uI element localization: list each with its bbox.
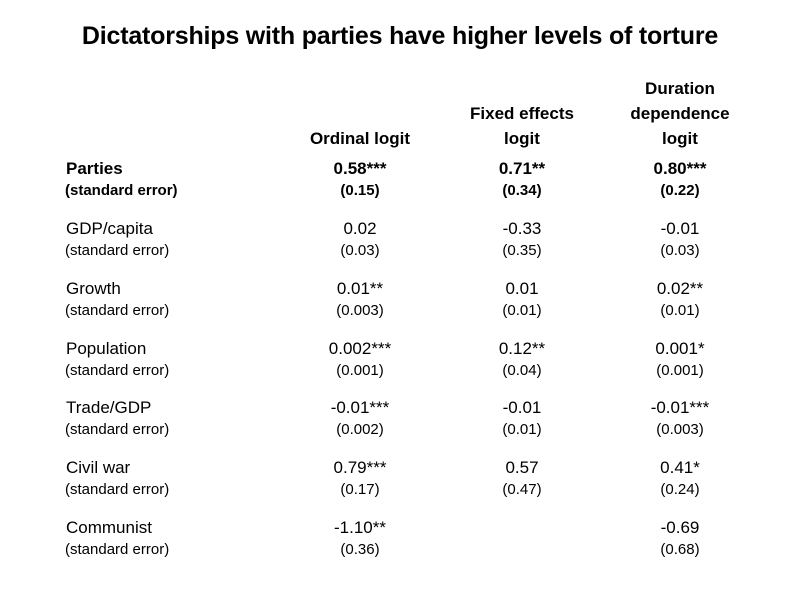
slide-title: Dictatorships with parties have higher l… — [81, 22, 719, 50]
coef-fixed-effects: 0.12** — [498, 339, 546, 358]
coef-fixed-effects: 0.71** — [498, 159, 546, 178]
table-row-gdp-capita: GDP/capita (standard error) 0.02 (0.03) … — [0, 219, 800, 267]
coef-ordinal: -0.01*** — [330, 398, 390, 417]
coef-duration: 0.02** — [656, 279, 704, 298]
se-ordinal: (0.15) — [340, 182, 380, 199]
coef-ordinal: 0.01** — [336, 279, 384, 298]
se-duration: (0.001) — [656, 362, 704, 379]
coef-ordinal: 0.02 — [343, 219, 377, 238]
se-duration: (0.03) — [660, 242, 700, 259]
header-line: Fixed effects — [470, 104, 574, 123]
coef-duration: -0.01*** — [650, 398, 710, 417]
se-fixed-effects: (0.04) — [502, 362, 542, 379]
row-label: Growth — [66, 279, 121, 298]
coef-ordinal: 0.58*** — [333, 159, 387, 178]
header-line: logit — [504, 129, 540, 148]
coef-duration: -0.69 — [660, 518, 700, 537]
row-label: Communist — [66, 518, 152, 537]
row-se-label: (standard error) — [65, 362, 170, 379]
coef-duration: 0.001* — [655, 339, 705, 358]
row-se-label: (standard error) — [65, 481, 170, 498]
table-row-population: Population (standard error) 0.002*** (0.… — [0, 339, 800, 387]
se-fixed-effects: (0.34) — [502, 182, 542, 199]
table-row-parties: Parties (standard error) 0.58*** (0.15) … — [0, 159, 800, 207]
se-fixed-effects: (0.01) — [502, 302, 542, 319]
table-row-trade-gdp: Trade/GDP (standard error) -0.01*** (0.0… — [0, 398, 800, 446]
coef-duration: 0.41* — [660, 458, 700, 477]
column-header-ordinal-logit: Ordinal logit — [300, 126, 420, 151]
se-duration: (0.68) — [660, 541, 700, 558]
coef-fixed-effects: 0.01 — [505, 279, 539, 298]
coef-fixed-effects: -0.33 — [502, 219, 542, 238]
column-header-duration-dependence-logit: Duration dependence logit — [609, 76, 751, 151]
coef-duration: 0.80*** — [653, 159, 707, 178]
table-row-civil-war: Civil war (standard error) 0.79*** (0.17… — [0, 458, 800, 506]
coef-fixed-effects: -0.01 — [502, 398, 542, 417]
row-label: Trade/GDP — [66, 398, 152, 417]
row-se-label: (standard error) — [65, 182, 178, 199]
se-fixed-effects: (0.47) — [502, 481, 542, 498]
row-label: Parties — [66, 159, 123, 178]
se-ordinal: (0.03) — [340, 242, 380, 259]
row-se-label: (standard error) — [65, 302, 170, 319]
row-label: Civil war — [66, 458, 131, 477]
header-line: Ordinal logit — [309, 129, 411, 148]
coef-ordinal: -1.10** — [334, 518, 386, 537]
coef-fixed-effects: 0.57 — [505, 458, 539, 477]
se-ordinal: (0.002) — [336, 421, 384, 438]
se-ordinal: (0.001) — [336, 362, 384, 379]
se-fixed-effects: (0.35) — [502, 242, 542, 259]
row-label: GDP/capita — [66, 219, 153, 238]
se-fixed-effects: (0.01) — [502, 421, 542, 438]
coef-ordinal: 0.79*** — [333, 458, 387, 477]
se-duration: (0.01) — [660, 302, 700, 319]
row-label: Population — [66, 339, 147, 358]
column-header-fixed-effects-logit: Fixed effects logit — [451, 101, 593, 151]
coef-ordinal: 0.002*** — [328, 339, 392, 358]
se-ordinal: (0.36) — [340, 541, 380, 558]
coef-duration: -0.01 — [660, 219, 700, 238]
header-line: dependence — [630, 104, 730, 123]
table-row-growth: Growth (standard error) 0.01** (0.003) 0… — [0, 279, 800, 327]
row-se-label: (standard error) — [65, 541, 170, 558]
se-ordinal: (0.17) — [340, 481, 380, 498]
row-se-label: (standard error) — [65, 421, 170, 438]
se-ordinal: (0.003) — [336, 302, 384, 319]
se-duration: (0.22) — [660, 182, 700, 199]
se-duration: (0.24) — [660, 481, 700, 498]
header-line: logit — [662, 129, 698, 148]
header-line: Duration — [645, 79, 715, 98]
table-row-communist: Communist (standard error) -1.10** (0.36… — [0, 518, 800, 566]
row-se-label: (standard error) — [65, 242, 170, 259]
se-duration: (0.003) — [656, 421, 704, 438]
